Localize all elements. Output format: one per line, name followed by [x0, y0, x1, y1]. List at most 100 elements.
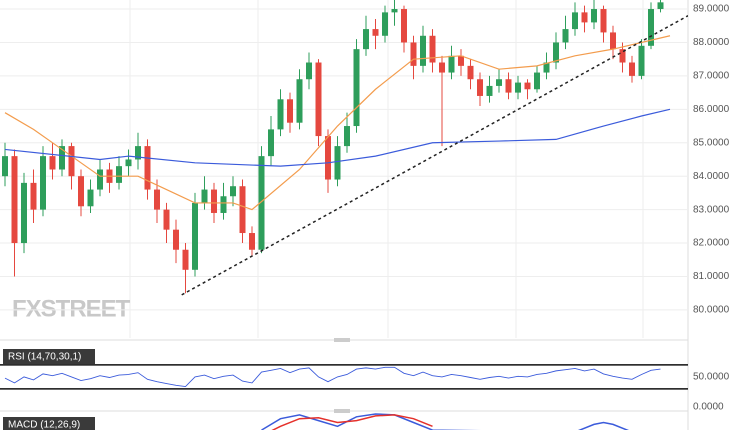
- macd-title: MACD (12,26,9): [8, 420, 80, 430]
- candle-body: [258, 156, 265, 250]
- candle-body: [553, 42, 559, 63]
- trendline: [181, 15, 688, 296]
- logo: FXSTREET: [12, 295, 131, 322]
- candle-body: [11, 156, 18, 244]
- candle-body: [239, 186, 246, 234]
- y-tick-label: 89.0000: [693, 4, 730, 15]
- candle-body: [40, 156, 46, 210]
- candle-body: [249, 233, 255, 250]
- y-axis: 80.0000 81.0000 82.0000 83.0000 84.0000 85.00…: [693, 4, 730, 413]
- candle-body: [581, 12, 588, 23]
- candle-body: [486, 85, 493, 96]
- candle-body: [97, 169, 103, 190]
- candle-body: [496, 79, 502, 86]
- candle-body: [524, 82, 531, 90]
- candle-body: [334, 146, 341, 180]
- candle-body: [439, 62, 445, 73]
- candle-body: [657, 2, 664, 10]
- candle-body: [192, 202, 198, 270]
- candle-body: [610, 32, 616, 50]
- candle-body: [21, 182, 27, 244]
- candle-body: [173, 229, 179, 250]
- candle-body: [296, 79, 303, 123]
- candle-body: [268, 129, 274, 157]
- y-tick-label: 80.0000: [693, 305, 730, 316]
- candle-body: [135, 146, 141, 160]
- candle-body: [591, 9, 597, 23]
- candle-body: [572, 12, 578, 30]
- candle-body: [391, 9, 398, 13]
- candle-body: [372, 29, 379, 36]
- moving-average: [4, 108, 671, 167]
- candle-body: [163, 209, 170, 230]
- candle-body: [401, 9, 407, 43]
- indicator-line: [271, 414, 433, 430]
- y-tick-label: 0.0000: [693, 402, 724, 413]
- candle-body: [230, 186, 236, 197]
- candle-body: [477, 79, 483, 96]
- y-tick-label: 85.0000: [693, 137, 730, 148]
- candle-body: [562, 29, 569, 43]
- candle-body: [116, 166, 122, 183]
- macd-pane: [261, 413, 630, 430]
- candle-body: [353, 49, 360, 127]
- candle-body: [429, 35, 436, 63]
- candle-body: [325, 136, 331, 180]
- candle-body: [78, 176, 84, 207]
- y-tick-label: 83.0000: [693, 204, 730, 215]
- candle-body: [458, 55, 464, 66]
- candle-body: [144, 146, 151, 190]
- candle-body: [201, 189, 208, 203]
- rsi-title: RSI (14,70,30,1): [8, 352, 81, 363]
- indicator-label-box: [3, 417, 95, 430]
- candle-body: [515, 82, 521, 93]
- indicator-line: [4, 366, 661, 388]
- candle-body: [277, 99, 284, 130]
- candle-body: [619, 49, 626, 63]
- pane-handle[interactable]: [334, 338, 350, 342]
- candle-body: [182, 249, 189, 270]
- candle-body: [363, 29, 369, 50]
- candle-body: [2, 156, 8, 177]
- candle-body: [87, 189, 94, 207]
- candle-body: [505, 79, 512, 93]
- moving-average: [4, 35, 671, 211]
- candle-body: [534, 72, 540, 90]
- candle-body: [306, 62, 312, 80]
- candle-body: [59, 146, 65, 170]
- candle-body: [30, 182, 37, 210]
- candle-body: [629, 62, 635, 76]
- candle-body: [638, 45, 645, 76]
- candle-body: [543, 62, 550, 73]
- y-tick-label: 81.0000: [693, 271, 730, 282]
- candle-body: [220, 196, 227, 213]
- rsi-pane: [0, 364, 688, 390]
- pane-handle[interactable]: [334, 409, 350, 413]
- candle-body: [448, 55, 455, 73]
- time-grid: [129, 0, 644, 338]
- price-pane: [0, 0, 688, 311]
- candle-body: [125, 159, 132, 167]
- y-tick-label: 86.0000: [693, 104, 730, 115]
- candle-body: [420, 35, 426, 66]
- indicator-label-box: [3, 349, 95, 364]
- candle-body: [382, 12, 388, 36]
- candle-body: [154, 189, 160, 210]
- candle-body: [68, 146, 75, 177]
- candle-body: [467, 65, 474, 80]
- candle-body: [211, 189, 217, 213]
- y-tick-label: 88.0000: [693, 37, 730, 48]
- candle-body: [410, 42, 417, 66]
- candle-body: [344, 126, 350, 147]
- candle-body: [49, 156, 56, 170]
- candle-body: [600, 9, 607, 33]
- candle-body: [315, 62, 322, 137]
- y-tick-label: 82.0000: [693, 238, 730, 249]
- y-tick-label: 87.0000: [693, 71, 730, 82]
- y-tick-label: 84.0000: [693, 171, 730, 182]
- y-tick-label: 50.0000: [693, 372, 730, 383]
- candle-body: [287, 99, 293, 123]
- candle-body: [648, 9, 654, 46]
